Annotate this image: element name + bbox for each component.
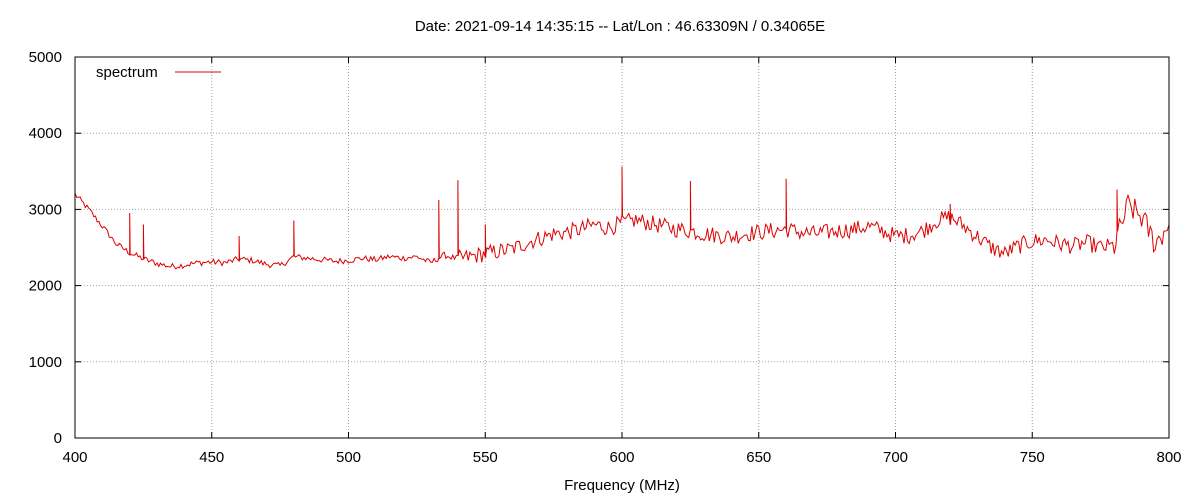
x-axis-label: Frequency (MHz) [564, 477, 680, 494]
plot-frame [74, 56, 1170, 439]
y-tick-label: 1000 [29, 354, 62, 371]
y-tick-label: 5000 [29, 49, 62, 66]
chart-title: Date: 2021-09-14 14:35:15 -- Lat/Lon : 4… [414, 18, 826, 35]
x-tick-label: 400 [62, 449, 87, 466]
series-line-spectrum [74, 166, 1170, 270]
x-tick-label: 500 [336, 449, 361, 466]
x-tick-label: 700 [883, 449, 908, 466]
legend: spectrum [96, 64, 221, 81]
y-tick-label: 4000 [29, 125, 62, 142]
x-tick-label: 550 [473, 449, 498, 466]
x-tick-label: 750 [1020, 449, 1045, 466]
x-tick-label: 800 [1156, 449, 1181, 466]
y-tick-label: 3000 [29, 201, 62, 218]
series-group [74, 166, 1170, 270]
tick-labels: 400 450 500 550 600 650 700 750 800 0 1000 2000 3000… [29, 49, 1182, 466]
x-tick-label: 600 [609, 449, 634, 466]
x-tick-label: 650 [746, 449, 771, 466]
legend-label-spectrum: spectrum [96, 64, 158, 81]
y-tick-label: 2000 [29, 278, 62, 295]
y-tick-label: 0 [54, 430, 62, 447]
x-tick-label: 450 [199, 449, 224, 466]
